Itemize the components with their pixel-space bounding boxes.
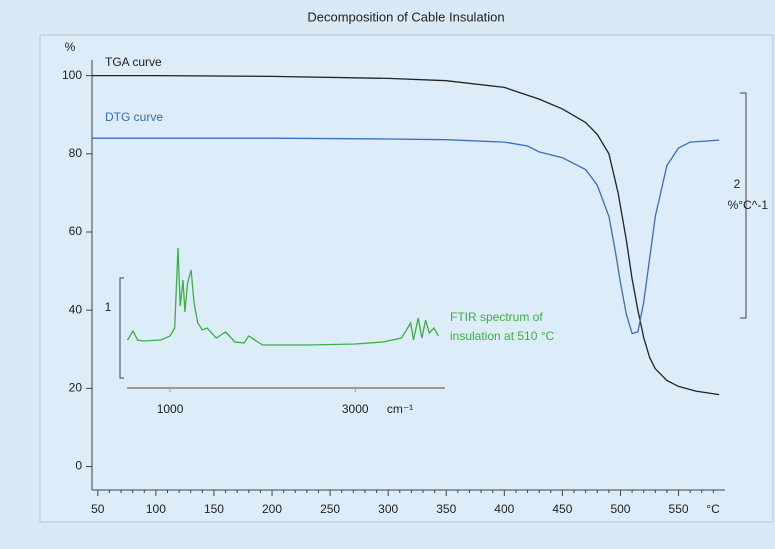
x-axis-label: °C <box>706 502 720 516</box>
y-tick-label: 80 <box>69 146 83 160</box>
x-tick-label: 200 <box>262 502 282 516</box>
inset-scale-label: 1 <box>105 300 112 314</box>
dtg-scale-unit: %°C^-1 <box>728 198 769 212</box>
inset-annotation: insulation at 510 °C <box>450 329 555 343</box>
y-tick-label: 0 <box>75 459 82 473</box>
series-label: DTG curve <box>105 110 163 124</box>
line-series <box>92 137 720 335</box>
inset-x-tick-label: 3000 <box>342 402 369 416</box>
y-tick-label: 100 <box>62 68 82 82</box>
inset-scale-bar <box>119 277 124 379</box>
x-tick-label: 250 <box>320 502 340 516</box>
dtg-scale-label: 2 <box>734 177 741 191</box>
x-tick-label: 150 <box>204 502 224 516</box>
dtg-scale-bracket <box>740 92 747 319</box>
x-tick-label: 300 <box>378 502 398 516</box>
line-series <box>126 247 440 346</box>
inset-x-tick-label: 1000 <box>157 402 184 416</box>
x-tick-label: 350 <box>436 502 456 516</box>
inset-x-label: cm⁻¹ <box>387 402 413 416</box>
x-tick-label: 450 <box>552 502 572 516</box>
chart-title: Decomposition of Cable Insulation <box>307 9 504 24</box>
plot-panel <box>39 34 774 523</box>
y-tick-label: 40 <box>69 302 83 316</box>
x-tick-label: 400 <box>494 502 514 516</box>
inset-annotation: FTIR spectrum of <box>450 310 543 324</box>
y-tick-label: 20 <box>69 381 83 395</box>
series-label: TGA curve <box>105 55 162 69</box>
y-tick-label: 60 <box>69 224 83 238</box>
x-tick-label: 50 <box>91 502 105 516</box>
x-tick-label: 550 <box>669 502 689 516</box>
x-tick-label: 500 <box>610 502 630 516</box>
y-axis-label: % <box>65 40 76 54</box>
x-tick-label: 100 <box>146 502 166 516</box>
line-series <box>92 74 720 396</box>
